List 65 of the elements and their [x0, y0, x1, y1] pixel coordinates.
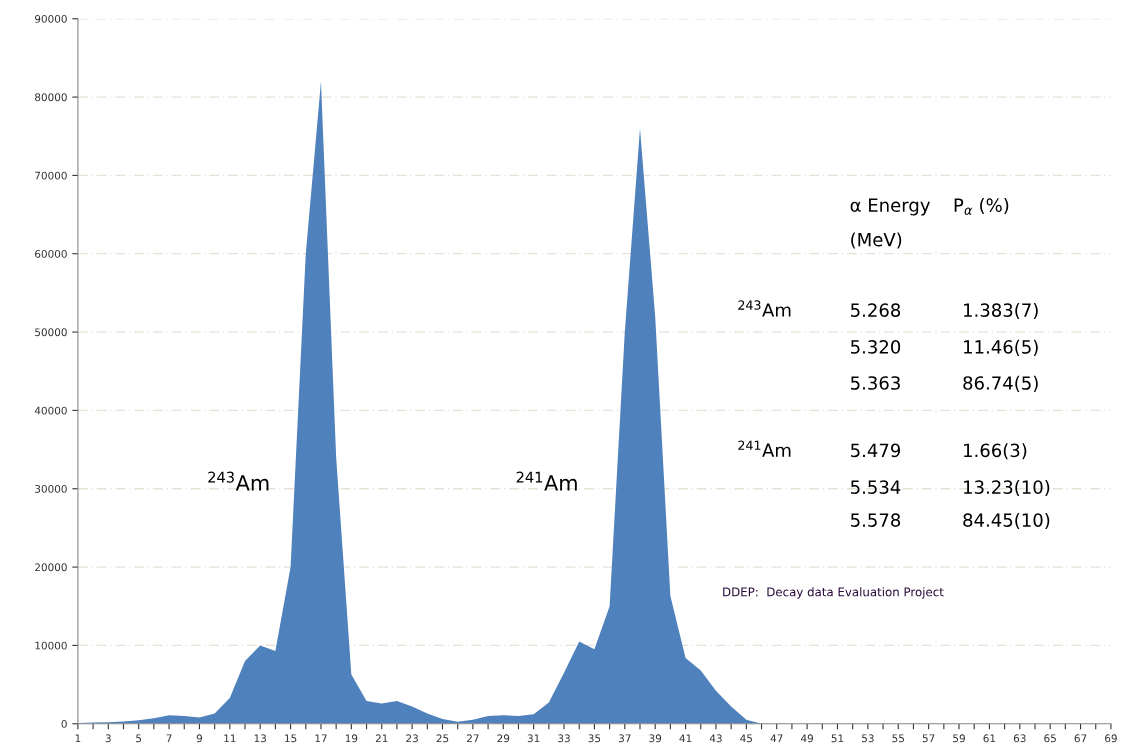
y-tick-label: 0: [61, 719, 67, 728]
x-tick-label: 41: [679, 734, 692, 743]
x-tick-label: 69: [1105, 734, 1117, 743]
annotation: α Energy: [850, 198, 930, 216]
x-tick-label: 13: [254, 734, 266, 743]
x-tick-label: 3: [105, 734, 111, 743]
x-tick-label: 11: [224, 734, 236, 743]
annotation: 86.74(5): [963, 375, 1038, 392]
x-tick-label: 39: [649, 734, 662, 743]
y-tick-label: 40000: [34, 406, 67, 415]
annotation: 13.23(10): [964, 480, 1050, 497]
x-tick-label: 21: [375, 734, 388, 743]
x-tick-label: 53: [862, 734, 874, 743]
x-tick-label: 1: [75, 734, 81, 743]
x-tick-label: 55: [892, 734, 904, 743]
y-tick-label: 60000: [35, 249, 67, 258]
annotation: $^{243}$Am: [738, 300, 791, 317]
y-tick-label: 80000: [35, 93, 67, 102]
annotation: $^{241}$Am: [516, 471, 577, 491]
x-tick-label: 15: [285, 734, 297, 743]
x-tick-label: 51: [831, 734, 844, 743]
annotation: DDEP: Decay data Evaluation Project: [723, 587, 944, 599]
y-tick-label: 30000: [35, 484, 67, 493]
annotation: 11.46(5): [964, 339, 1038, 356]
x-tick-label: 17: [315, 734, 327, 743]
annotation: P$_{α}$ (%): [954, 198, 1009, 215]
annotation: 1.66(3): [964, 443, 1027, 460]
y-tick-label: 20000: [35, 563, 67, 572]
y-tick-label: 70000: [35, 171, 67, 180]
y-tick-label: 10000: [35, 641, 67, 650]
annotation: 5.578: [851, 513, 901, 527]
x-tick-label: 47: [770, 734, 783, 743]
x-tick-label: 59: [953, 734, 965, 743]
annotation: $^{243}$Am: [208, 471, 269, 491]
x-tick-label: 5: [136, 734, 142, 743]
x-tick-label: 63: [1013, 734, 1026, 743]
annotation: 5.320: [851, 340, 901, 354]
x-tick-label: 23: [406, 734, 418, 743]
annotation: 5.363: [851, 376, 900, 390]
x-tick-label: 33: [558, 734, 570, 743]
x-tick-label: 45: [740, 734, 753, 743]
annotation: $^{241}$Am: [738, 440, 791, 457]
x-tick-label: 67: [1074, 734, 1087, 743]
x-tick-label: 27: [467, 734, 479, 743]
annotation: 5.534: [851, 480, 901, 494]
x-tick-label: 31: [527, 734, 540, 743]
x-tick-label: 25: [436, 734, 449, 743]
x-tick-label: 19: [345, 734, 358, 743]
x-tick-label: 57: [922, 734, 935, 743]
x-tick-label: 65: [1044, 734, 1056, 743]
annotation: 5.268: [851, 303, 901, 317]
y-tick-label: 50000: [35, 328, 67, 337]
annotation: (MeV): [851, 232, 902, 249]
x-tick-label: 49: [800, 734, 813, 743]
x-tick-label: 29: [497, 734, 510, 743]
annotation: 84.45(10): [963, 512, 1050, 530]
y-tick-label: 90000: [35, 14, 67, 23]
x-tick-label: 35: [588, 734, 601, 743]
annotation: 1.383(7): [964, 303, 1038, 320]
x-tick-label: 61: [983, 734, 996, 743]
x-tick-label: 37: [618, 734, 631, 743]
x-tick-label: 9: [196, 734, 203, 743]
x-tick-label: 43: [709, 734, 722, 743]
annotation: 5.479: [851, 443, 901, 458]
x-tick-label: 7: [166, 734, 172, 743]
